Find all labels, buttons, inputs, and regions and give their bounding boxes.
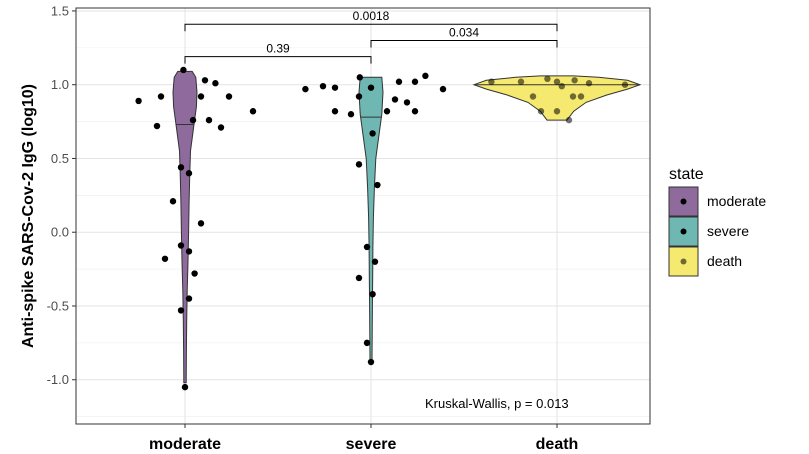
- data-point-severe: [355, 274, 363, 282]
- data-point-severe: [319, 82, 327, 90]
- legend: state moderate severe death: [668, 166, 766, 277]
- y-tick-label: 1.0: [51, 77, 69, 92]
- data-point-moderate: [177, 307, 185, 314]
- violin-death: [472, 75, 642, 121]
- data-point-severe: [411, 78, 419, 85]
- grid-lines: [76, 8, 650, 424]
- data-point-severe: [369, 290, 376, 298]
- plot-background: [76, 8, 650, 424]
- legend-label-moderate: moderate: [707, 193, 766, 209]
- data-point-severe: [331, 108, 339, 115]
- comparison-bracket: [184, 56, 372, 64]
- legend-label-death: death: [707, 253, 742, 269]
- data-point-death: [537, 108, 545, 115]
- data-point-death: [585, 80, 593, 87]
- y-axis: -1.0 -0.5 0.0 0.5 1.0 1.5: [47, 3, 76, 387]
- x-axis: moderate severe death: [149, 424, 578, 453]
- data-point-moderate: [201, 77, 209, 84]
- violin-moderate: [172, 70, 198, 384]
- data-point-death: [529, 93, 537, 100]
- data-point-moderate: [177, 164, 185, 171]
- comparison-p-value: 0.39: [266, 42, 290, 56]
- legend-label-severe: severe: [707, 223, 749, 239]
- x-tick-label: severe: [346, 436, 397, 453]
- data-point-moderate: [181, 383, 189, 391]
- comparison-p-value: 0.034: [449, 25, 479, 39]
- y-tick-label: 1.5: [51, 3, 69, 18]
- data-point-moderate: [197, 93, 205, 100]
- plot-panel-border: [75, 7, 651, 425]
- data-point-death: [558, 82, 565, 90]
- legend-title: state: [669, 166, 704, 183]
- y-tick-label: 0.0: [51, 225, 69, 240]
- data-point-death: [577, 93, 585, 100]
- x-tick-label: moderate: [149, 436, 221, 453]
- comparison-brackets: 0.39 0.034 0.0018: [184, 9, 558, 64]
- data-point-moderate: [157, 93, 165, 100]
- data-point-moderate: [212, 80, 219, 87]
- data-point-severe: [363, 243, 371, 251]
- y-tick-label: 0.5: [51, 151, 69, 166]
- data-point-death: [571, 77, 578, 84]
- data-point-severe: [355, 93, 363, 100]
- data-point-severe: [302, 85, 309, 93]
- data-point-death: [517, 78, 525, 85]
- data-point-moderate: [177, 242, 185, 249]
- data-point-severe: [371, 258, 379, 265]
- data-point-death: [621, 81, 629, 88]
- data-point-moderate: [217, 124, 225, 131]
- legend-key-point: [680, 228, 687, 235]
- data-point-moderate: [249, 108, 257, 115]
- data-point-death: [553, 108, 561, 115]
- y-axis-label: Anti-spike SARS-Cov-2 IgG (log10): [20, 84, 37, 348]
- data-point-severe: [367, 358, 375, 366]
- data-point-severe: [374, 181, 381, 189]
- data-point-severe: [383, 108, 391, 115]
- data-point-severe: [439, 85, 447, 93]
- data-point-death: [565, 116, 573, 124]
- comparison-bracket: [370, 39, 558, 48]
- data-point-severe: [331, 84, 339, 91]
- data-point-moderate: [225, 93, 233, 100]
- y-tick-label: -1.0: [47, 372, 69, 387]
- kruskal-wallis-annotation: Kruskal-Wallis, p = 0.013: [425, 396, 569, 411]
- data-point-severe: [403, 99, 411, 106]
- legend-key-point: [680, 258, 687, 265]
- data-points: [135, 66, 629, 391]
- data-point-moderate: [169, 198, 177, 205]
- data-point-severe: [363, 339, 371, 347]
- data-point-death: [569, 93, 577, 100]
- data-point-moderate: [185, 248, 193, 255]
- data-point-death: [488, 78, 495, 85]
- data-point-severe: [391, 96, 399, 103]
- data-point-moderate: [205, 116, 213, 124]
- comparison-bracket: [184, 23, 558, 32]
- data-point-moderate: [180, 66, 187, 74]
- data-point-severe: [395, 78, 403, 85]
- comparison-p-value: 0.0018: [353, 9, 390, 23]
- data-point-moderate: [185, 295, 193, 302]
- data-point-moderate: [153, 122, 161, 130]
- data-point-severe: [355, 161, 363, 168]
- y-tick-label: -0.5: [47, 298, 69, 313]
- data-point-severe: [367, 84, 375, 91]
- data-point-death: [544, 75, 551, 83]
- data-point-moderate: [189, 116, 197, 124]
- data-point-death: [553, 78, 561, 85]
- data-point-moderate: [135, 97, 142, 105]
- data-point-moderate: [185, 170, 193, 177]
- data-point-moderate: [161, 255, 169, 262]
- legend-key-point: [680, 198, 687, 205]
- data-point-severe: [347, 111, 355, 118]
- data-point-severe: [369, 130, 376, 137]
- data-point-severe: [356, 74, 363, 81]
- x-tick-label: death: [536, 436, 579, 453]
- data-point-moderate: [191, 270, 198, 277]
- data-point-moderate: [197, 220, 205, 227]
- data-point-severe: [422, 72, 429, 80]
- data-point-severe: [411, 108, 419, 115]
